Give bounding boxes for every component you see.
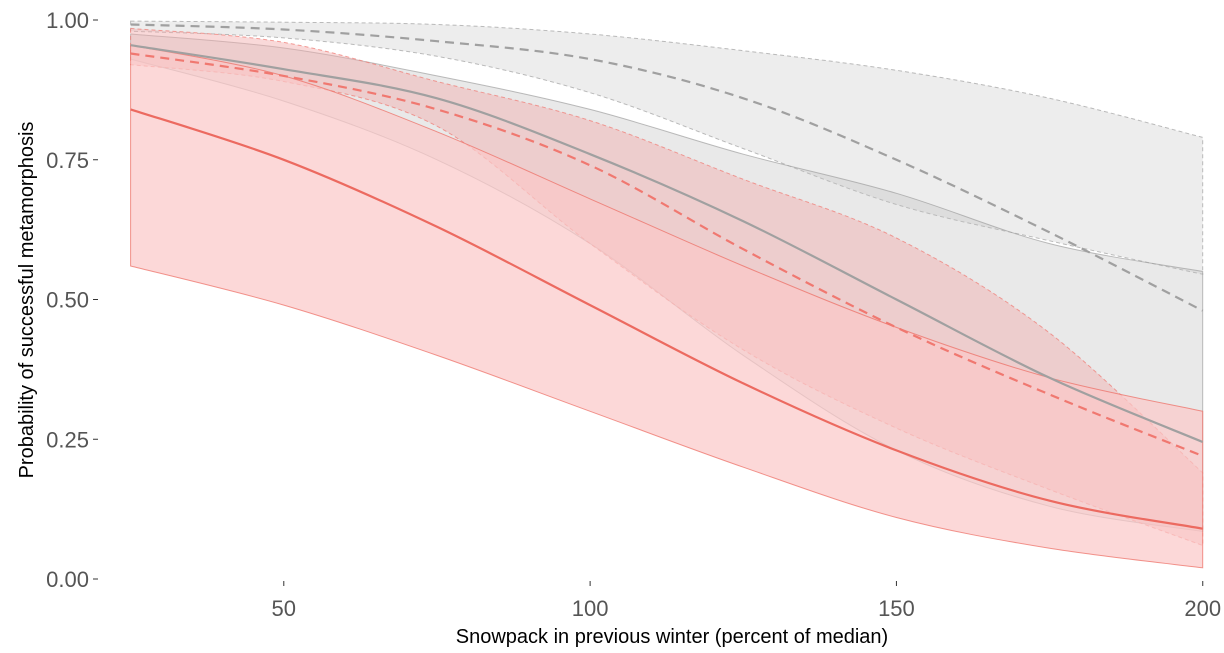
series-line-4 — [130, 108, 1203, 530]
x-tick-label: 50 — [272, 596, 296, 621]
series-line-3 — [130, 52, 1204, 458]
series-lines — [130, 23, 1204, 530]
y-tick-label: 1.00 — [46, 8, 89, 33]
confidence-bands — [130, 20, 1204, 569]
y-axis-title: Probability of successful metamorphosis — [16, 122, 38, 479]
y-tick-label: 0.75 — [46, 148, 89, 173]
confidence-band-4 — [130, 44, 1204, 569]
y-tick-label: 0.00 — [46, 567, 89, 592]
x-axis-title: Snowpack in previous winter (percent of … — [456, 626, 888, 648]
y-tick-label: 0.50 — [46, 288, 89, 313]
series-line-2 — [130, 44, 1204, 444]
x-tick-label: 200 — [1184, 596, 1221, 621]
axis-ticks: 50 100 150 200 0.00 0.25 0.50 0.75 1.00 — [46, 8, 1221, 621]
x-tick-label: 100 — [572, 596, 609, 621]
x-tick-label: 150 — [878, 596, 915, 621]
y-tick-label: 0.25 — [46, 427, 89, 452]
